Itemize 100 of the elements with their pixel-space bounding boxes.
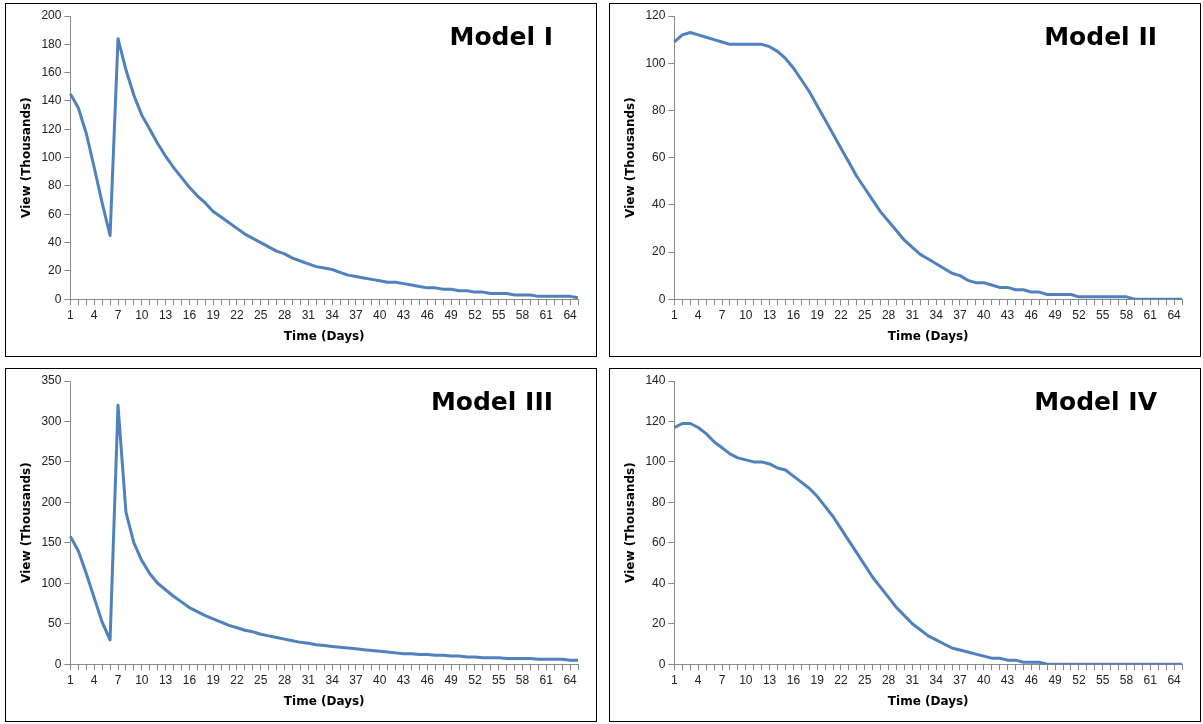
x-tick-label: 52 xyxy=(468,307,482,322)
x-tick-label: 49 xyxy=(444,307,459,322)
y-tick-label: 0 xyxy=(658,291,666,306)
chart-title: Model I xyxy=(449,22,553,51)
x-tick-label: 49 xyxy=(444,672,459,687)
x-tick-label: 37 xyxy=(349,307,363,322)
x-axis-title: Time (Days) xyxy=(887,693,969,708)
y-tick-label: 0 xyxy=(658,656,666,671)
y-tick-label: 40 xyxy=(652,197,666,212)
x-tick-label: 61 xyxy=(539,307,554,322)
x-tick-label: 28 xyxy=(881,672,896,687)
x-tick-label: 37 xyxy=(349,672,363,687)
x-tick-label: 19 xyxy=(206,672,221,687)
y-tick-label: 120 xyxy=(645,8,666,23)
x-tick-label: 61 xyxy=(539,672,554,687)
x-tick-label: 34 xyxy=(929,672,944,687)
x-tick-label: 7 xyxy=(718,672,726,687)
x-tick-label: 61 xyxy=(1143,307,1158,322)
x-tick-label: 43 xyxy=(1000,672,1015,687)
y-tick-label: 100 xyxy=(645,55,666,70)
y-tick-label: 0 xyxy=(54,656,62,671)
x-tick-label: 34 xyxy=(325,672,340,687)
x-tick-label: 40 xyxy=(977,307,991,322)
x-tick-label: 31 xyxy=(301,307,316,322)
x-tick-label: 34 xyxy=(929,307,944,322)
x-tick-label: 43 xyxy=(396,672,411,687)
x-tick-label: 40 xyxy=(373,307,387,322)
x-tick-label: 49 xyxy=(1048,672,1063,687)
x-tick-label: 13 xyxy=(158,672,173,687)
y-tick-label: 100 xyxy=(41,149,62,164)
x-tick-label: 22 xyxy=(230,307,244,322)
y-tick-label: 100 xyxy=(41,575,62,590)
chart-title: Model III xyxy=(430,387,553,416)
y-tick-label: 0 xyxy=(54,291,62,306)
x-tick-label: 13 xyxy=(158,307,173,322)
x-tick-label: 40 xyxy=(977,672,991,687)
chart-title: Model IV xyxy=(1034,387,1158,416)
x-tick-label: 58 xyxy=(515,672,530,687)
y-axis-title: View (Thousands) xyxy=(19,97,34,218)
x-tick-label: 55 xyxy=(1096,307,1110,322)
x-tick-label: 31 xyxy=(301,672,316,687)
x-tick-label: 4 xyxy=(694,307,702,322)
y-tick-label: 40 xyxy=(652,575,666,590)
x-tick-label: 22 xyxy=(834,672,848,687)
y-tick-label: 250 xyxy=(41,454,62,469)
x-tick-label: 1 xyxy=(67,307,75,322)
x-tick-label: 46 xyxy=(420,307,435,322)
y-tick-label: 140 xyxy=(41,93,62,108)
x-tick-label: 34 xyxy=(325,307,340,322)
x-tick-label: 13 xyxy=(762,672,777,687)
x-tick-label: 22 xyxy=(230,672,244,687)
x-axis-title: Time (Days) xyxy=(283,693,365,708)
x-tick-label: 16 xyxy=(182,307,197,322)
x-tick-label: 25 xyxy=(858,307,872,322)
x-tick-label: 37 xyxy=(953,672,967,687)
x-tick-label: 46 xyxy=(1024,672,1039,687)
x-tick-label: 31 xyxy=(905,672,920,687)
x-tick-label: 1 xyxy=(671,672,679,687)
x-tick-label: 64 xyxy=(1167,672,1182,687)
x-tick-label: 31 xyxy=(905,307,920,322)
x-tick-label: 7 xyxy=(114,307,122,322)
x-axis-title: Time (Days) xyxy=(283,328,365,343)
x-tick-label: 55 xyxy=(492,672,506,687)
x-tick-label: 19 xyxy=(206,307,221,322)
y-tick-label: 60 xyxy=(652,149,666,164)
y-axis-title: View (Thousands) xyxy=(623,97,638,218)
x-tick-label: 43 xyxy=(396,307,411,322)
y-tick-label: 180 xyxy=(41,36,62,51)
x-tick-label: 43 xyxy=(1000,307,1015,322)
y-tick-label: 100 xyxy=(645,454,666,469)
y-tick-label: 140 xyxy=(645,373,666,388)
y-axis-title: View (Thousands) xyxy=(19,462,34,583)
x-tick-label: 28 xyxy=(881,307,896,322)
x-tick-label: 64 xyxy=(563,672,578,687)
y-tick-label: 350 xyxy=(41,373,62,388)
x-tick-label: 55 xyxy=(492,307,506,322)
x-tick-label: 4 xyxy=(90,672,98,687)
y-tick-label: 300 xyxy=(41,413,62,428)
x-tick-label: 49 xyxy=(1048,307,1063,322)
y-tick-label: 60 xyxy=(652,535,666,550)
y-tick-label: 150 xyxy=(41,535,62,550)
y-tick-label: 120 xyxy=(645,413,666,428)
x-tick-label: 40 xyxy=(373,672,387,687)
chart-title: Model II xyxy=(1044,22,1157,51)
x-tick-label: 16 xyxy=(182,672,197,687)
y-tick-label: 50 xyxy=(48,616,62,631)
x-tick-label: 16 xyxy=(786,307,801,322)
y-tick-label: 120 xyxy=(41,121,62,136)
x-tick-label: 4 xyxy=(90,307,98,322)
x-tick-label: 52 xyxy=(1072,307,1086,322)
x-tick-label: 64 xyxy=(563,307,578,322)
x-tick-label: 16 xyxy=(786,672,801,687)
x-tick-label: 1 xyxy=(671,307,679,322)
x-tick-label: 10 xyxy=(739,307,753,322)
y-axis-title: View (Thousands) xyxy=(623,462,638,583)
x-tick-label: 25 xyxy=(254,672,268,687)
y-tick-label: 20 xyxy=(48,263,62,278)
y-tick-label: 80 xyxy=(652,102,666,117)
y-tick-label: 20 xyxy=(652,616,666,631)
y-tick-label: 80 xyxy=(652,494,666,509)
